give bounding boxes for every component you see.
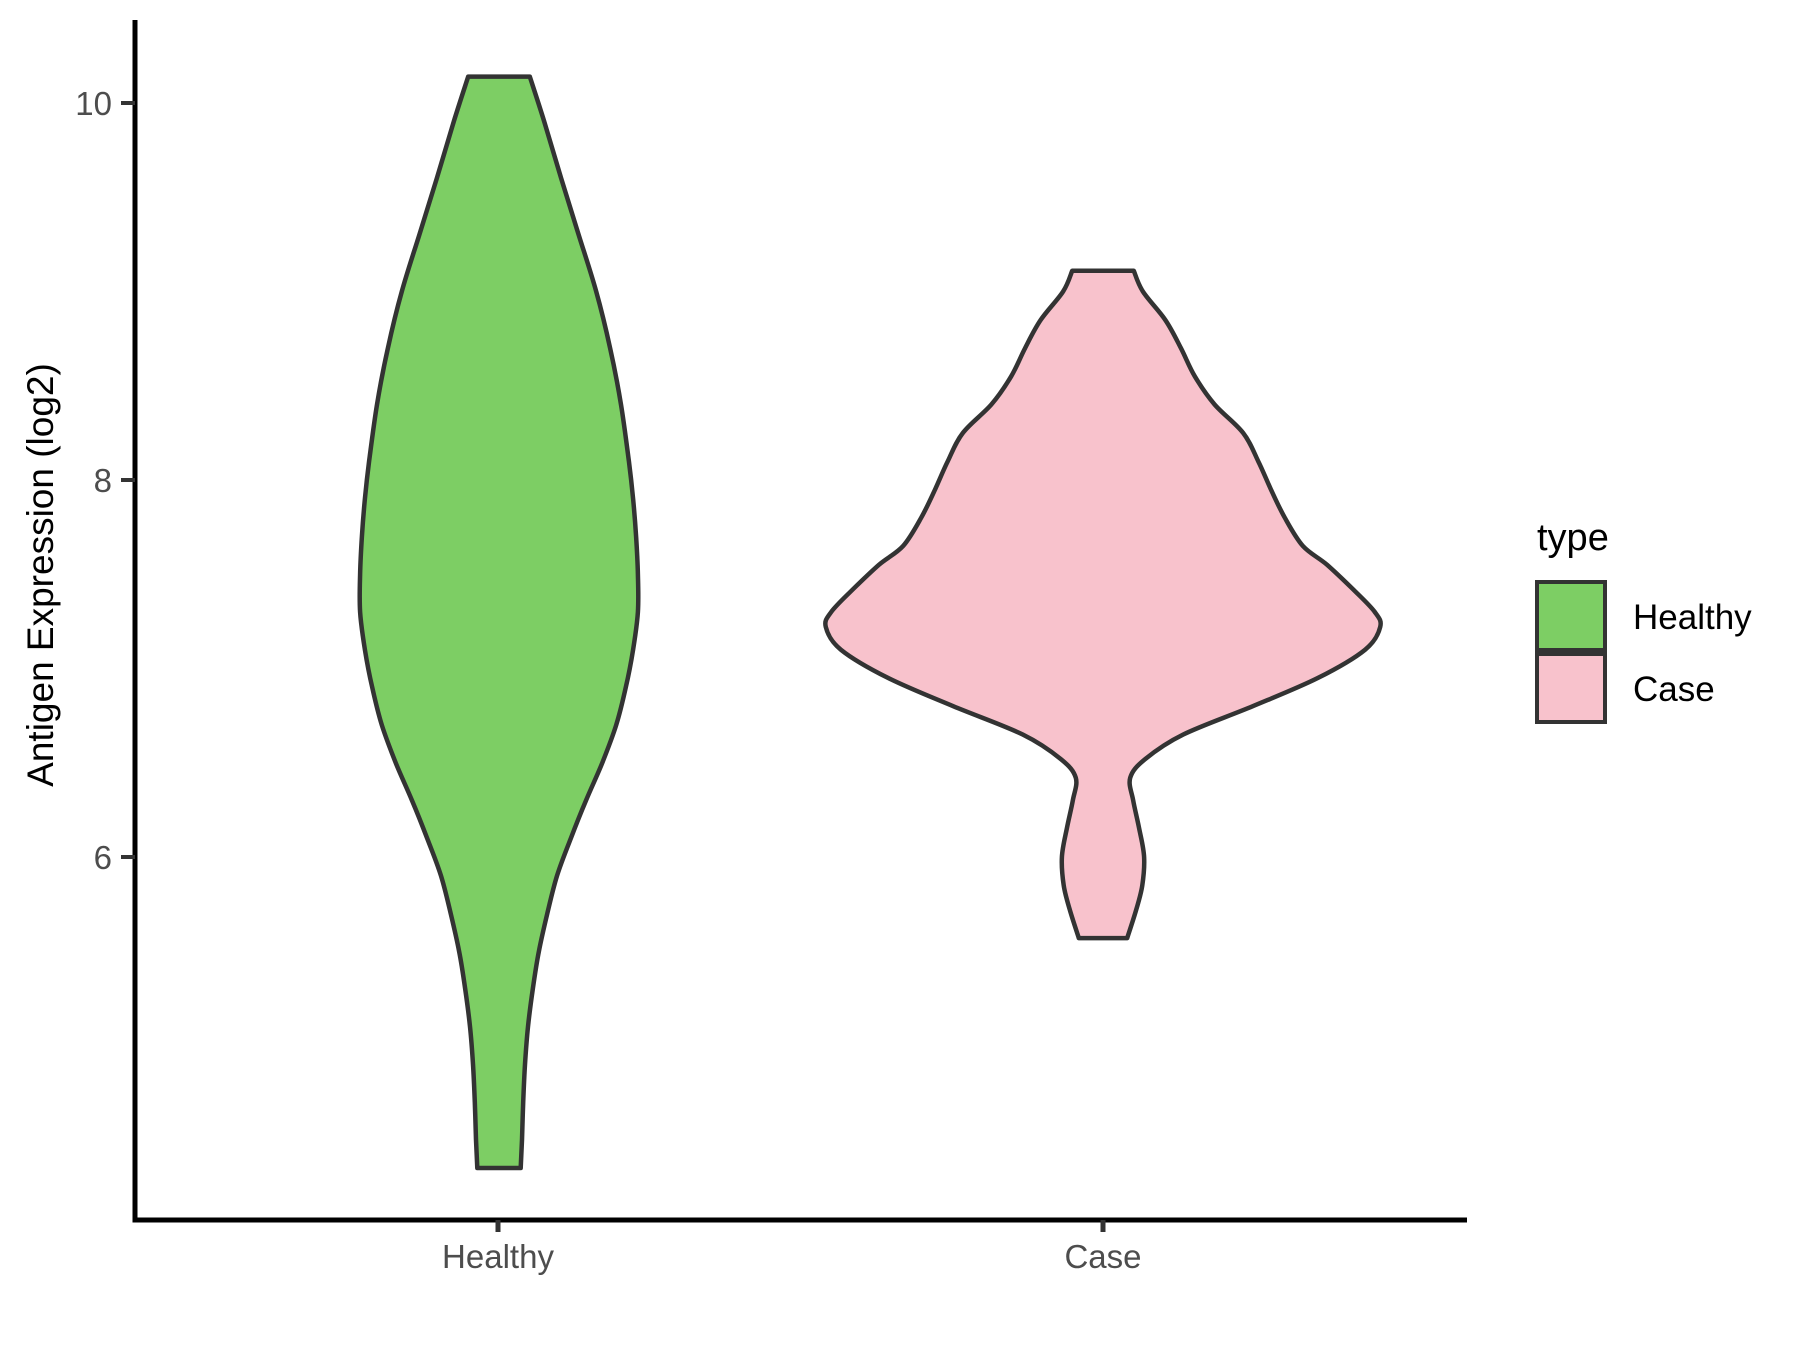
violin-healthy	[357, 74, 641, 1171]
y-axis-title: Antigen Expression (log2)	[20, 363, 61, 787]
legend-key-case	[1535, 652, 1607, 724]
legend-label-case: Case	[1633, 670, 1715, 709]
y-tick-label-6: 6	[94, 839, 112, 876]
legend-label-healthy: Healthy	[1633, 598, 1752, 637]
violin-case	[823, 268, 1383, 941]
violin-shapes	[357, 74, 1383, 1171]
legend-key-healthy	[1535, 580, 1607, 652]
x-category-label-healthy: Healthy	[442, 1238, 554, 1275]
y-tick-6: 6	[94, 839, 135, 876]
y-axis: 10 8 6 Antigen Expression (log2)	[20, 20, 138, 1223]
y-tick-label-8: 8	[94, 462, 112, 499]
legend: type Healthy Case	[1535, 517, 1752, 724]
y-tick-label-10: 10	[75, 85, 112, 122]
x-axis: Healthy Case	[132, 1217, 1467, 1275]
y-tick-10: 10	[75, 85, 135, 122]
legend-title: type	[1537, 517, 1609, 559]
x-category-label-case: Case	[1064, 1238, 1141, 1275]
y-tick-8: 8	[94, 462, 135, 499]
